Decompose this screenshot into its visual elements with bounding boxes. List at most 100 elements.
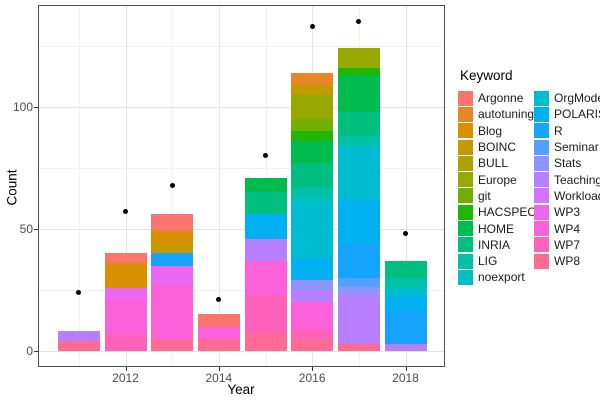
bar-segment-WP7 [104, 333, 147, 351]
bar-2011 [57, 331, 100, 351]
bar-segment-WP4 [244, 260, 287, 295]
bar-segment-Argonne [151, 214, 194, 232]
bar-segment-WP8 [244, 333, 287, 351]
gridline-major [39, 107, 444, 108]
gridline-minor [39, 168, 444, 169]
legend-label: HACSPECIS [478, 205, 548, 220]
gridline-major [39, 229, 444, 230]
legend-label: autotuning [478, 107, 535, 122]
bar-segment-POLARIS [244, 214, 287, 239]
legend-item-OrgMode: OrgMode [534, 90, 600, 106]
legend-item-Teaching: Teaching [534, 171, 600, 188]
bar-segment-OrgMode [384, 287, 427, 298]
legend-swatch-INRIA [458, 237, 473, 253]
legend-swatch-LIG [458, 253, 473, 269]
bar-segment-Teaching [57, 331, 100, 342]
bar-segment-WP3 [151, 265, 194, 286]
data-point-2015 [263, 153, 268, 159]
bar-segment-WP8 [291, 338, 334, 351]
bar-segment-POLARIS [384, 297, 427, 312]
gridline-minor [39, 290, 444, 291]
legend-swatch-WP3 [534, 204, 549, 220]
x-axis-tick [312, 367, 314, 371]
legend-label: Blog [478, 123, 503, 138]
bar-segment-Teaching [291, 289, 334, 303]
bar-segment-Seminar [337, 277, 380, 288]
bar-segment-WP4 [151, 285, 194, 339]
legend-label: BOINC [478, 140, 517, 155]
bar-segment-HACSPECIS [337, 67, 380, 76]
legend-label: POLARIS [554, 107, 600, 122]
bar-segment-R [384, 311, 427, 344]
bar-segment-WP3 [104, 287, 147, 300]
y-axis-tick [34, 229, 38, 230]
legend-swatch-BULL [458, 155, 473, 171]
legend-item-Workload: Workload [534, 188, 600, 204]
y-tick-label: 100 [12, 100, 33, 114]
y-axis-title: Count [4, 169, 20, 206]
legend-swatch-Blog [458, 123, 473, 139]
x-tick-label: 2018 [392, 371, 419, 385]
legend-swatch-WP7 [534, 237, 549, 253]
bar-segment-WP4 [291, 302, 334, 329]
legend-item-noexport: noexport [458, 269, 534, 285]
legend-label: WP7 [554, 237, 581, 252]
legend-label: BULL [478, 156, 509, 171]
bar-segment-INRIA [384, 260, 427, 278]
data-point-2017 [356, 19, 362, 25]
legend-swatch-HOME [458, 221, 473, 237]
bar-segment-BOINC [291, 85, 334, 95]
legend-label: Europe [478, 172, 517, 187]
legend: Keyword Argonne autotuning Blog BOINC BULL Eu… [458, 68, 600, 286]
legend-item-BULL: BULL [458, 155, 534, 171]
bar-segment-HOME [337, 75, 380, 112]
gridline-major [218, 6, 220, 366]
legend-swatch-R [534, 123, 549, 139]
legend-label: git [478, 188, 491, 203]
bar-2016 [291, 72, 334, 351]
legend-swatch-noexport [458, 269, 473, 285]
legend-item-HOME: HOME [458, 220, 534, 237]
legend-item-Blog: Blog [458, 123, 534, 139]
legend-swatch-Teaching [534, 172, 549, 188]
bar-segment-LIG [291, 187, 334, 198]
legend-swatch-Europe [458, 172, 473, 188]
legend-grid: Argonne autotuning Blog BOINC BULL Europe git H… [458, 90, 600, 286]
bar-segment-WP8 [197, 338, 240, 351]
bar-segment-WP8 [337, 343, 380, 351]
plot-panel [38, 5, 445, 367]
legend-item-BOINC: BOINC [458, 139, 534, 155]
legend-item-HACSPECIS: HACSPECIS [458, 204, 547, 220]
bar-segment-noexport [291, 197, 334, 205]
legend-item-Argonne: Argonne [458, 90, 534, 106]
bar-segment-WP4 [104, 299, 147, 334]
legend-item-LIG: LIG [458, 253, 534, 269]
bar-segment-WP7 [291, 328, 334, 339]
bar-segment-LIG [337, 136, 380, 146]
y-tick-label: 0 [26, 344, 33, 358]
legend-swatch-WP4 [534, 221, 549, 237]
x-tick-label: 2016 [298, 371, 326, 385]
legend-label: Argonne [478, 91, 524, 106]
bar-segment-HACSPECIS [291, 131, 334, 142]
gridline-minor [78, 6, 80, 366]
legend-label: noexport [478, 270, 525, 285]
legend-label: HOME [478, 221, 514, 236]
bar-segment-OrgMode [337, 146, 380, 200]
bar-2013 [151, 214, 194, 351]
bar-segment-Teaching [384, 343, 427, 351]
bar-2014 [197, 314, 240, 351]
gridline-major [125, 6, 127, 366]
legend-item-WP4: WP4 [534, 220, 600, 237]
bar-segment-WP4 [197, 326, 240, 339]
legend-label: Workload [554, 188, 600, 203]
bar-segment-WP8 [57, 341, 100, 351]
data-point-2012 [123, 209, 128, 215]
legend-swatch-WP8 [534, 253, 549, 269]
data-point-2013 [169, 182, 175, 188]
legend-label: WP3 [554, 205, 581, 220]
bar-segment-HOME [244, 177, 287, 193]
bar-segment-OrgMode [291, 204, 334, 259]
legend-swatch-Seminar [534, 139, 549, 155]
